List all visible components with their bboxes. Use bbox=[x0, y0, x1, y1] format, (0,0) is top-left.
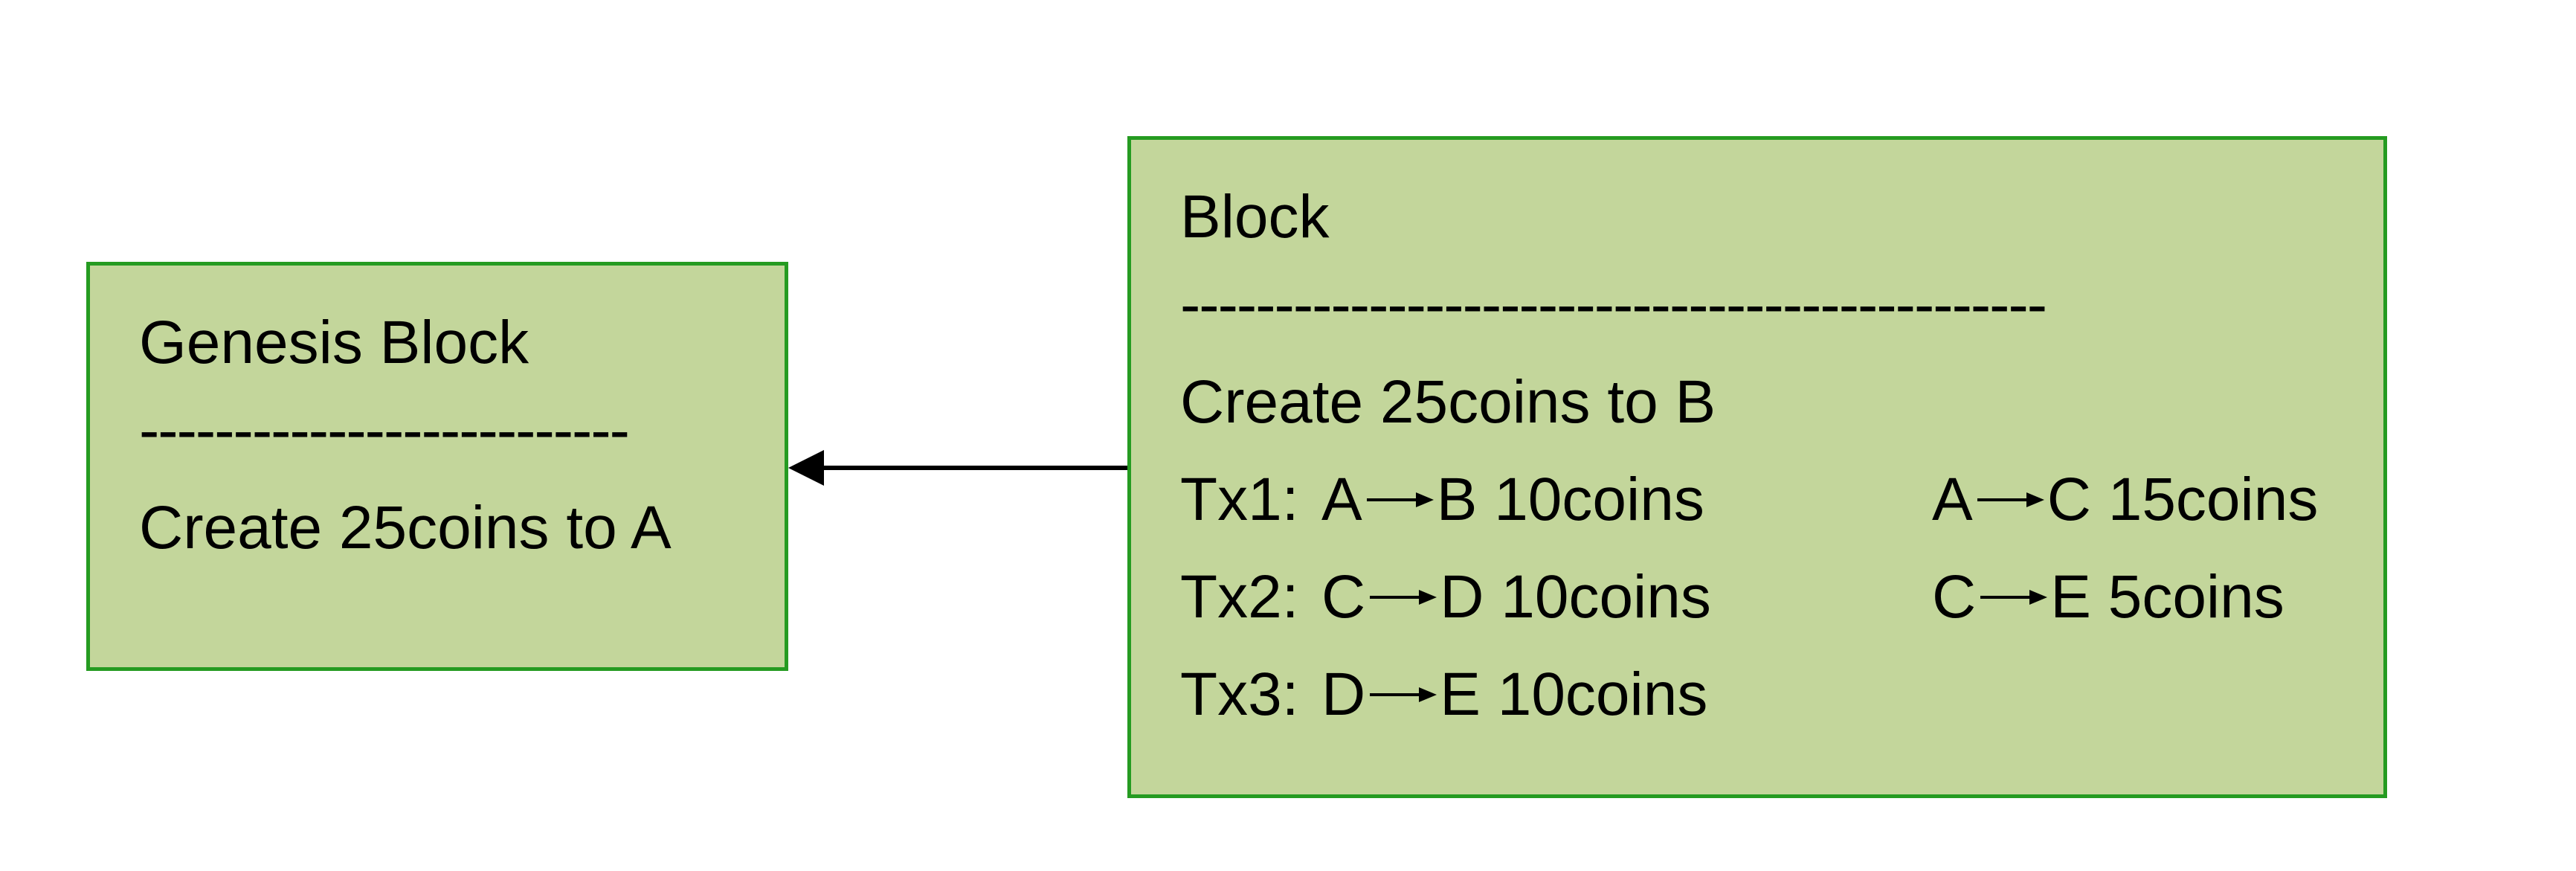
block-title: Block bbox=[1180, 183, 1330, 251]
genesis-block: Genesis Block --------------------------… bbox=[86, 262, 788, 671]
output-sender: A bbox=[1932, 466, 1973, 533]
output-recipient: C bbox=[2047, 466, 2091, 533]
output-amount: 5coins bbox=[2108, 563, 2284, 631]
output-sender: A bbox=[1321, 466, 1362, 533]
transaction-label: Tx1: bbox=[1180, 466, 1299, 533]
genesis-block-title: Genesis Block bbox=[139, 309, 529, 376]
transaction-row: Tx1: A B 10coins A C 15coins bbox=[1180, 451, 2383, 548]
transaction-label: Tx3: bbox=[1180, 661, 1299, 728]
block: Block ----------------------------------… bbox=[1127, 136, 2387, 798]
genesis-coinbase-line: Create 25coins to A bbox=[139, 494, 672, 562]
output-recipient: E bbox=[1440, 661, 1481, 728]
right-arrow-icon bbox=[1366, 492, 1434, 507]
output-recipient: D bbox=[1440, 563, 1484, 631]
right-arrow-icon bbox=[1977, 492, 2044, 507]
output-sender: C bbox=[1932, 563, 1977, 631]
transaction-output: A B 10coins bbox=[1321, 451, 1932, 548]
transaction-row: Tx2: C D 10coins C E 5coins bbox=[1180, 548, 2383, 646]
output-amount: 10coins bbox=[1497, 661, 1708, 728]
output-recipient: E bbox=[2050, 563, 2091, 631]
right-arrow-icon bbox=[1980, 589, 2048, 605]
block-separator: ----------------------------------------… bbox=[1180, 271, 2047, 338]
block-coinbase-line: Create 25coins to B bbox=[1180, 368, 1716, 436]
transaction-output: C E 5coins bbox=[1932, 548, 2284, 646]
output-sender: C bbox=[1321, 563, 1366, 631]
genesis-block-separator: -------------------------- bbox=[139, 396, 630, 464]
right-arrow-icon bbox=[1370, 687, 1437, 702]
output-recipient: B bbox=[1436, 466, 1478, 533]
link-arrow-head bbox=[788, 450, 824, 486]
transaction-output: A C 15coins bbox=[1932, 451, 2318, 548]
output-amount: 15coins bbox=[2108, 466, 2319, 533]
transaction-label: Tx2: bbox=[1180, 563, 1299, 631]
output-sender: D bbox=[1321, 661, 1366, 728]
transaction-output: C D 10coins bbox=[1321, 548, 1932, 646]
transaction-output: D E 10coins bbox=[1321, 646, 1932, 743]
transaction-row: Tx3: D E 10coins bbox=[1180, 646, 2383, 743]
right-arrow-icon bbox=[1370, 589, 1437, 605]
output-amount: 10coins bbox=[1494, 466, 1704, 533]
output-amount: 10coins bbox=[1501, 563, 1711, 631]
